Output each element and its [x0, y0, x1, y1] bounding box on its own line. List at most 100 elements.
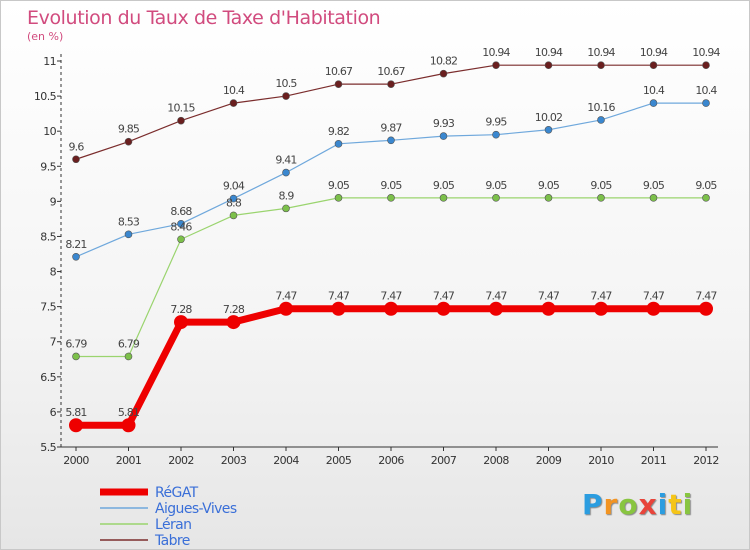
chart-subtitle: (en %) [27, 30, 64, 43]
x-tick-label: 2002 [168, 454, 194, 467]
data-label: 9.85 [118, 123, 140, 136]
data-label: 6.79 [118, 337, 140, 350]
data-label: 8.46 [170, 220, 192, 233]
data-labels: 9.6 9.85 10.15 10.4 10.5 10.67 10.67 10.82 10.94… [68, 46, 721, 153]
data-label: 7.47 [328, 290, 350, 303]
data-label: 9.05 [485, 179, 507, 192]
data-label: 7.47 [380, 290, 402, 303]
y-tick-label: 9 [50, 195, 57, 208]
data-point [72, 352, 80, 361]
data-label: 7.28 [223, 303, 245, 316]
data-label: 10.67 [325, 65, 353, 78]
data-point [646, 301, 661, 316]
data-label: 7.47 [695, 290, 717, 303]
series-l-ran [72, 194, 710, 361]
data-label: 10.4 [695, 84, 717, 97]
data-point [72, 253, 80, 261]
data-label: 9.6 [68, 140, 84, 153]
series-aigues-vives [72, 99, 710, 261]
data-label: 9.05 [433, 179, 455, 192]
data-point [492, 61, 500, 70]
data-label: 9.05 [695, 179, 717, 192]
data-label: 10.4 [643, 84, 665, 97]
data-point [649, 194, 658, 202]
x-tick-label: 2007 [431, 454, 457, 467]
data-point [384, 301, 398, 316]
data-label: 10.94 [535, 46, 563, 59]
data-point [649, 61, 658, 70]
data-point [439, 132, 448, 140]
logo-letter: i [657, 488, 669, 521]
data-label: 10.16 [587, 101, 615, 114]
data-point [229, 211, 238, 220]
x-tick-label: 2000 [63, 454, 89, 467]
data-point [544, 125, 553, 134]
data-label: 8.8 [226, 196, 242, 209]
data-label: 10.15 [167, 102, 195, 115]
series-tabre [72, 61, 710, 164]
data-label: 7.47 [275, 290, 297, 303]
x-tick-label: 2009 [536, 454, 562, 467]
data-point [489, 301, 503, 316]
x-tick-label: 2008 [483, 454, 509, 467]
data-label: 7.47 [590, 290, 612, 303]
data-label: 9.05 [538, 179, 560, 192]
x-tick-label: 2006 [378, 454, 404, 467]
data-point [492, 130, 500, 139]
x-tick-label: 2005 [326, 454, 352, 467]
data-label: 10.67 [377, 65, 405, 78]
data-label: 5.81 [65, 406, 86, 419]
data-point [699, 301, 713, 316]
y-tick-label: 8 [50, 266, 57, 279]
data-label: 9.87 [380, 121, 402, 134]
data-label: 7.28 [170, 303, 192, 316]
data-label: 7.47 [485, 290, 507, 303]
y-tick-label: 7.5 [40, 301, 56, 314]
data-label: 9.93 [433, 117, 455, 130]
data-point [174, 315, 188, 330]
data-point [439, 69, 448, 78]
data-point [387, 136, 395, 145]
y-tick-label: 10.5 [34, 90, 57, 103]
logo-letter: P [582, 488, 604, 521]
data-label: 8.21 [65, 238, 86, 251]
data-label: 7.47 [643, 290, 665, 303]
data-point [331, 301, 346, 316]
x-tick-label: 2010 [588, 454, 614, 467]
data-point [439, 194, 448, 202]
data-label: 9.05 [590, 179, 612, 192]
data-point [544, 194, 553, 202]
data-label: 8.53 [118, 215, 140, 228]
data-label: 9.05 [643, 179, 665, 192]
data-point [177, 235, 185, 244]
data-label: 5.81 [118, 406, 139, 419]
data-labels: 5.81 5.81 7.28 7.28 7.47 7.47 7.47 7.47 7.47 7.47… [65, 290, 718, 420]
data-point [124, 352, 133, 361]
axes: 5.5 6 6.5 7 7.5 8 8.5 9 9.5 10 10.5 11 2000 2001 2002 2… [34, 54, 719, 467]
data-point [72, 155, 80, 164]
data-point [69, 418, 83, 433]
data-label: 9.41 [275, 154, 296, 167]
data-point [702, 194, 710, 202]
data-label: 6.79 [65, 337, 87, 350]
logo-letter: x [638, 488, 658, 521]
data-label: 10.82 [430, 55, 458, 68]
x-tick-label: 2012 [693, 454, 719, 467]
data-label: 10.94 [482, 46, 510, 59]
y-tick-label: 5.5 [40, 441, 56, 454]
logo-letter: i [682, 488, 694, 521]
x-tick-label: 2003 [221, 454, 247, 467]
data-point [597, 194, 605, 202]
data-label: 10.94 [692, 46, 720, 59]
y-tick-label: 9.5 [40, 160, 56, 173]
logo-letter: t [668, 488, 683, 521]
data-labels: 8.21 8.53 8.68 9.04 9.41 9.82 9.87 9.93 9.95 10.0… [65, 84, 718, 251]
data-label: 8.68 [170, 205, 192, 218]
data-label: 9.82 [328, 125, 349, 138]
data-label: 10.4 [223, 84, 245, 97]
data-point [229, 194, 238, 203]
data-labels: 6.79 6.79 8.46 8.8 8.9 9.05 9.05 9.05 9.05 9.05 9.… [65, 179, 718, 351]
data-label: 10.94 [587, 46, 615, 59]
y-tick-label: 10 [43, 125, 56, 138]
